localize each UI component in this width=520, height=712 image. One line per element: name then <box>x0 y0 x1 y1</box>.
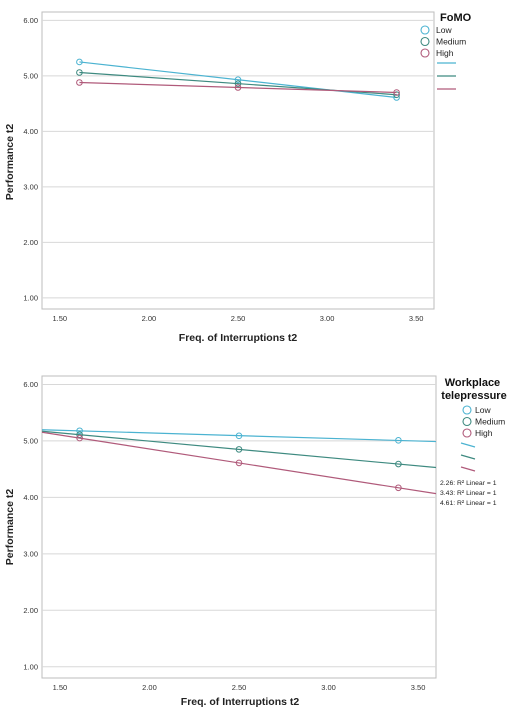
grid-lines <box>42 19 434 299</box>
data-point-high <box>76 79 83 86</box>
data-point-high <box>234 84 242 91</box>
x-tick-label: 3.50 <box>409 314 424 323</box>
legend-title-line-2: telepressure <box>441 390 506 402</box>
legend-fit-line-key <box>460 466 476 472</box>
data-point-low <box>234 76 242 84</box>
y-axis-title: Performance t2 <box>4 124 16 201</box>
x-axis-title: Freq. of Interruptions t2 <box>181 696 300 708</box>
data-point-high <box>235 459 243 467</box>
series-group <box>41 427 437 495</box>
chart-fomo: 1.00 2.00 3.00 4.00 5.00 6.00 1.50 2.00 2.50 3.0… <box>4 11 472 344</box>
legend-fit-line-key <box>460 454 476 460</box>
y-tick-label: 1.00 <box>23 662 38 671</box>
data-point-high <box>76 434 83 442</box>
legend-fit-line-key <box>460 442 476 448</box>
y-tick-label: 6.00 <box>23 16 38 25</box>
y-tick-label: 2.00 <box>23 238 38 247</box>
data-point-low <box>235 432 243 440</box>
legend-title-line-1: Workplace <box>445 377 500 389</box>
y-tick-label: 3.00 <box>23 182 38 191</box>
x-tick-label: 3.00 <box>321 683 336 692</box>
y-tick-label: 3.00 <box>23 549 38 558</box>
data-point-medium <box>234 80 242 87</box>
fit-notes: 2.26: R² Linear = 1 3.43: R² Linear = 1 4.… <box>440 480 497 507</box>
y-tick-labels: 1.00 2.00 3.00 4.00 5.00 6.00 <box>23 380 38 671</box>
data-point-low <box>395 437 402 444</box>
x-axis-title: Freq. of Interruptions t2 <box>179 332 298 344</box>
fit-note: 4.61: R² Linear = 1 <box>440 500 497 507</box>
legend-label: Medium <box>436 37 466 47</box>
y-tick-label: 2.00 <box>23 606 38 615</box>
x-tick-label: 2.00 <box>142 314 157 323</box>
legend-marker-circle <box>462 428 472 438</box>
fit-line-high <box>41 431 437 495</box>
x-tick-labels: 1.50 2.00 2.50 3.00 3.50 <box>53 683 426 692</box>
fit-note: 2.26: R² Linear = 1 <box>440 480 497 487</box>
legend-marker-circle <box>420 36 430 47</box>
fit-line-high <box>79 81 397 94</box>
x-tick-labels: 1.50 2.00 2.50 3.00 3.50 <box>53 314 424 323</box>
fit-line-low <box>41 429 437 443</box>
legend-label: Low <box>475 405 491 415</box>
fit-note: 3.43: R² Linear = 1 <box>440 490 497 497</box>
y-tick-labels: 1.00 2.00 3.00 4.00 5.00 6.00 <box>23 16 38 303</box>
data-point-medium <box>76 69 83 76</box>
legend-label: High <box>475 428 493 438</box>
legend-marker-circle <box>420 25 430 35</box>
legend-label: High <box>436 48 454 58</box>
x-tick-label: 1.50 <box>53 683 68 692</box>
y-tick-label: 5.00 <box>23 71 38 80</box>
y-tick-label: 4.00 <box>23 493 38 502</box>
legend-marker-circle <box>462 416 472 427</box>
series-group <box>76 58 400 101</box>
x-tick-label: 2.00 <box>142 683 157 692</box>
data-point-low <box>76 58 83 66</box>
legend-marker-circle <box>420 48 430 58</box>
data-point-low <box>76 427 83 435</box>
legend-fit-keys <box>437 62 456 90</box>
x-tick-label: 3.50 <box>411 683 426 692</box>
legend-title: FoMO <box>440 12 472 24</box>
fit-line-medium <box>41 430 437 469</box>
y-tick-label: 1.00 <box>23 293 38 302</box>
data-point-medium <box>395 460 402 468</box>
data-point-high <box>393 89 400 96</box>
y-tick-label: 6.00 <box>23 380 38 389</box>
grid-lines <box>42 383 436 668</box>
x-tick-label: 2.50 <box>232 683 247 692</box>
legend-label: Medium <box>475 417 505 427</box>
chart-workplace-telepressure: 1.00 2.00 3.00 4.00 5.00 6.00 1.50 2.00 2.50 3.0… <box>4 375 507 708</box>
data-point-high <box>395 484 402 492</box>
legend-title: Workplace telepressure <box>441 377 506 402</box>
legend-fit-keys <box>460 442 476 472</box>
plot-area <box>41 375 437 679</box>
y-tick-label: 5.00 <box>23 437 38 446</box>
data-point-medium <box>235 446 243 453</box>
legend-marker-circle <box>462 405 472 415</box>
x-tick-label: 1.50 <box>53 314 68 323</box>
x-tick-label: 2.50 <box>231 314 246 323</box>
legend-label: Low <box>436 25 452 35</box>
y-tick-label: 4.00 <box>23 127 38 136</box>
y-axis-title: Performance t2 <box>4 489 16 566</box>
plot-area <box>41 11 435 310</box>
x-tick-label: 3.00 <box>320 314 335 323</box>
